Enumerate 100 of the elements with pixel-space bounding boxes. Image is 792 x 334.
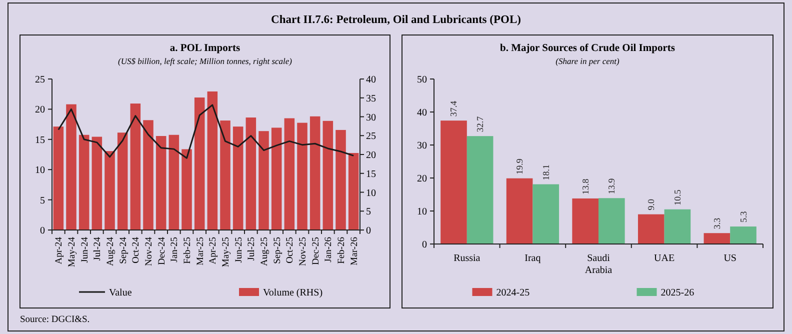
- bar: [168, 134, 180, 230]
- x-tick-label: Dec-25: [311, 236, 322, 265]
- bar: [182, 149, 192, 230]
- bar: [284, 118, 295, 230]
- bar: [532, 184, 560, 244]
- text: 3.3: [712, 218, 722, 230]
- text: 5.3: [738, 211, 748, 223]
- text: 9.0: [646, 199, 656, 210]
- y2-tick-label: 25: [366, 131, 376, 142]
- x-tick-label: Aug-24: [106, 236, 116, 266]
- text: 13.8: [580, 178, 590, 194]
- y-tick-label: 30: [417, 140, 427, 152]
- chart-title: b. Major Sources of Crude Oil Imports: [500, 43, 675, 54]
- bar: [310, 116, 320, 230]
- y2-tick-label: 10: [366, 188, 376, 199]
- x-tick-label: Russia: [454, 253, 481, 264]
- bar: [572, 198, 598, 244]
- x-tick-label: Nov-25: [298, 236, 309, 266]
- y-tick-label: 25: [35, 74, 45, 86]
- bar: [143, 120, 154, 230]
- x-tick-label: Mar-25: [196, 236, 206, 266]
- x-tick-label: Oct-24: [132, 236, 142, 264]
- x-tick-label: Jan-25: [170, 236, 180, 262]
- x-tick-label: UAE: [654, 253, 675, 264]
- bar: [246, 118, 256, 230]
- text: 19.9: [514, 158, 525, 174]
- bar: [598, 198, 625, 244]
- bar: [506, 178, 533, 244]
- y-tick-label: 20: [417, 174, 427, 184]
- x-tick-label: US: [724, 253, 736, 264]
- x-tick-label: Oct-25: [286, 236, 296, 264]
- text: 10.5: [672, 190, 682, 206]
- x-tick-label: Sep-25: [272, 236, 283, 264]
- x-tick-label: Apr-24: [54, 236, 65, 264]
- bar: [704, 233, 730, 244]
- bar: [194, 98, 205, 230]
- y-tick-label: 10: [35, 165, 45, 176]
- bar: [117, 132, 128, 230]
- bar: [322, 120, 334, 230]
- y2-tick-label: 5: [366, 206, 371, 218]
- x-tick-label: Sep-24: [118, 236, 129, 264]
- y-tick-label: 5: [40, 195, 45, 206]
- bar: [638, 214, 664, 244]
- x-tick-label: Mar-26: [350, 236, 360, 266]
- y-tick-label: 15: [35, 134, 45, 146]
- text: 18.1: [540, 164, 551, 180]
- legend-label: 2025-26: [660, 288, 694, 298]
- y-tick-label: 10: [417, 206, 427, 218]
- bar: [336, 130, 346, 230]
- y-tick-label: 0: [422, 240, 427, 250]
- chart-subtitle: (Share in per cent): [556, 56, 620, 66]
- text: Chart II.7.6: Petroleum, Oil and Lubricants (POL): [271, 14, 522, 26]
- bar: [207, 91, 218, 230]
- x-tick-label: Jun-24: [80, 236, 90, 263]
- bar: [440, 120, 467, 244]
- bar: [156, 136, 166, 230]
- y-tick-label: 0: [40, 226, 45, 236]
- y-tick-label: 20: [35, 104, 45, 116]
- bar: [664, 209, 691, 244]
- bar: [730, 226, 756, 244]
- line-series: [58, 104, 354, 159]
- bar: [258, 131, 269, 230]
- bar: [104, 151, 115, 230]
- bar: [92, 136, 102, 230]
- x-tick-label: Iraq: [524, 253, 541, 264]
- source-note: Source: DGCI&S.: [20, 315, 90, 325]
- text: 32.7: [475, 116, 486, 132]
- y-tick-label: 50: [417, 74, 427, 86]
- legend-label: 2024-25: [496, 288, 530, 298]
- y2-tick-label: 20: [366, 150, 376, 161]
- x-tick-label: Dec-24: [157, 236, 168, 265]
- text: 13.9: [606, 178, 617, 194]
- bar: [220, 120, 230, 230]
- x-tick-label: Jun-25: [234, 236, 244, 263]
- bar: [297, 122, 308, 230]
- x-tick-label: Jul-24: [93, 236, 104, 261]
- y2-tick-label: 30: [366, 112, 376, 124]
- legend-label: Value: [109, 288, 132, 298]
- bar: [66, 104, 76, 230]
- x-tick-label: May-25: [222, 236, 232, 268]
- x-tick-label: Nov-24: [144, 236, 155, 266]
- y-tick-label: 40: [417, 108, 427, 118]
- x-tick-label: Apr-25: [208, 236, 219, 264]
- x-tick-label: Feb-26: [337, 236, 348, 264]
- bar: [130, 104, 141, 230]
- y2-tick-label: 35: [366, 93, 376, 104]
- bar: [348, 152, 359, 230]
- bar: [271, 128, 282, 230]
- x-tick-label: May-24: [68, 236, 78, 268]
- chart-title: a. POL Imports: [170, 43, 240, 54]
- x-tick-label: Feb-25: [183, 236, 194, 264]
- bar: [466, 136, 494, 244]
- bar: [232, 126, 244, 230]
- y2-tick-label: 15: [366, 168, 376, 180]
- x-tick-label: Jan-26: [324, 236, 334, 262]
- x-tick-label: Aug-25: [260, 236, 270, 266]
- y2-tick-label: 0: [366, 226, 371, 236]
- y2-tick-label: 40: [366, 74, 376, 86]
- text: 37.4: [448, 100, 459, 117]
- x-tick-label: Jul-25: [247, 236, 258, 261]
